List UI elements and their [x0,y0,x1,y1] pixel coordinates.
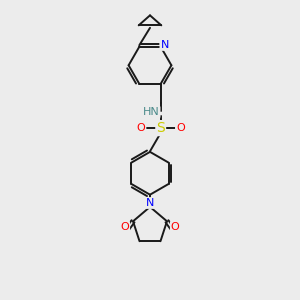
Text: S: S [156,121,165,135]
Text: N: N [146,198,154,208]
Text: HN: HN [143,107,160,117]
Text: N: N [160,40,169,50]
Text: O: O [176,123,185,133]
Text: O: O [137,123,146,133]
Text: O: O [171,222,179,232]
Text: O: O [121,222,129,232]
